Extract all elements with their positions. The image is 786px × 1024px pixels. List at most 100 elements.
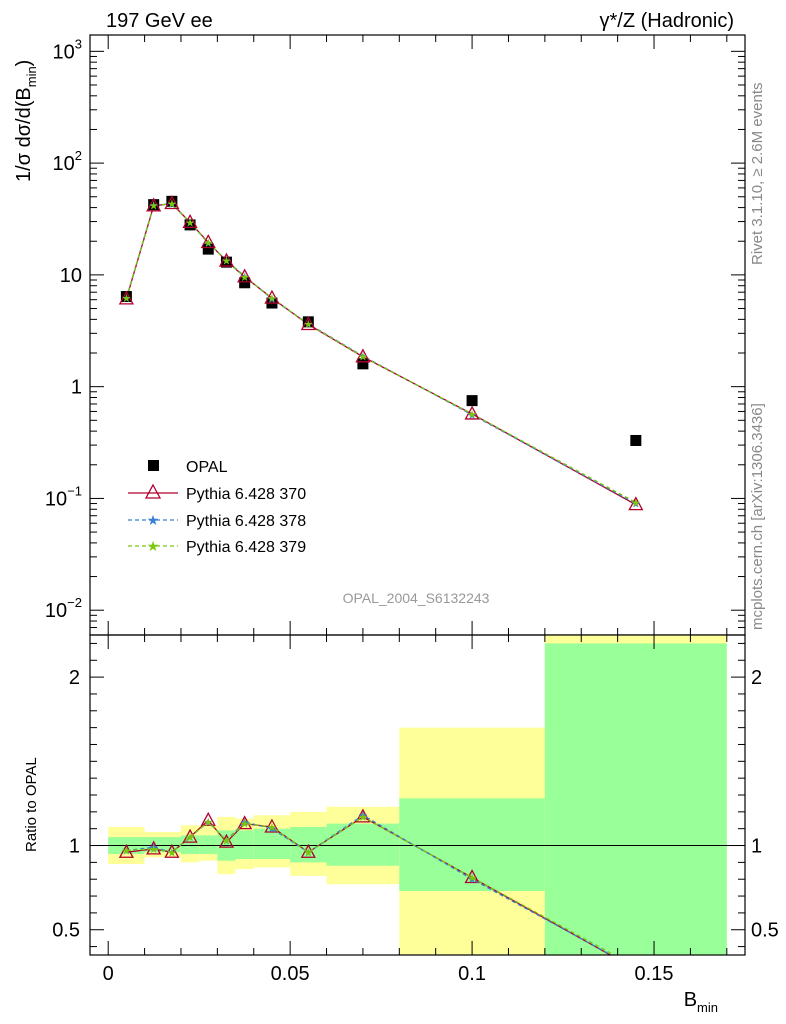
main-marker-2-10: ★ [467, 409, 477, 421]
main-marker-1-9: ★ [358, 351, 368, 363]
main-ytick-exp-0: −2 [67, 595, 82, 610]
legend-label-378: Pythia 6.428 378 [186, 513, 306, 530]
band-inner-9 [399, 798, 545, 891]
main-ytick-label-0: 10−2 [45, 595, 82, 622]
main-marker-0-4 [200, 234, 216, 249]
ratio-ytick-label-left-2: 2 [69, 667, 80, 689]
ratio-marker-2-4: ★ [203, 817, 213, 829]
ratio-marker-2-3: ★ [185, 832, 195, 844]
xtick-label-3: 0.15 [635, 963, 674, 985]
x-label-main: B [684, 989, 697, 1011]
main-y-label-main: 1/σ dσ/d(B [13, 87, 35, 182]
ratio-marker-0-0 [118, 843, 134, 858]
legend-label-379: Pythia 6.428 379 [186, 539, 306, 556]
ratio-y-ticks: 0.5 0.5 1 1 2 2 [52, 642, 779, 948]
xtick-label-0: 0 [103, 963, 114, 985]
data-point-8 [302, 316, 314, 328]
mcplots-label: mcplots.cern.ch [arXiv:1306.3436] [749, 403, 766, 630]
main-marker-0-11 [628, 496, 644, 511]
data-point-1 [148, 199, 160, 211]
main-marker-1-7: ★ [267, 294, 277, 306]
main-ytick-base-0: 10 [45, 600, 67, 622]
main-ytick-label-1: 10−1 [45, 483, 82, 510]
ratio-ytick-label-right-1: 1 [751, 836, 762, 858]
x-label-sub: min [697, 1000, 718, 1015]
main-ytick-exp-4: 2 [75, 148, 82, 163]
ratio-y-label: Ratio to OPAL [23, 757, 40, 852]
ratio-marker-1-0: ★ [121, 846, 131, 858]
legend-marker-379: ★ [147, 538, 160, 554]
ratio-marker-2-5: ★ [222, 835, 232, 847]
band-inner-6 [253, 828, 291, 859]
data-point-3 [184, 219, 196, 231]
right-title: γ*/Z (Hadronic) [600, 10, 734, 32]
ratio-marker-1-3: ★ [185, 832, 195, 844]
ratio-ytick-label-right-2: 2 [751, 667, 762, 689]
xtick-label-2: 0.1 [458, 963, 486, 985]
main-marker-1-8: ★ [303, 319, 313, 331]
main-ytick-base-4: 10 [53, 153, 75, 175]
main-line-2 [125, 203, 637, 504]
band-inner-5 [235, 830, 254, 859]
main-y-label-sub: min [24, 66, 39, 87]
main-ytick-label-4: 102 [53, 148, 82, 175]
ratio-marker-2-2: ★ [167, 847, 177, 859]
main-marker-2-3: ★ [185, 218, 195, 230]
legend-marker-378: ★ [147, 512, 160, 528]
main-marker-2-2: ★ [167, 199, 177, 211]
band-inner-3 [199, 835, 218, 854]
ratio-marker-0-8 [300, 843, 316, 858]
xtick-label-1: 0.05 [271, 963, 310, 985]
ratio-marker-0-10 [464, 869, 480, 884]
main-marker-2-0: ★ [121, 293, 131, 305]
main-ytick-exp-1: −1 [67, 483, 82, 498]
main-ytick-exp-5: 3 [75, 36, 82, 51]
main-marker-1-6: ★ [240, 271, 250, 283]
main-y-label-end: ) [13, 60, 35, 67]
ratio-line-2 [126, 816, 616, 955]
analysis-id: OPAL_2004_S6132243 [343, 590, 490, 606]
main-marker-2-7: ★ [267, 293, 277, 305]
main-ytick-label-5: 103 [53, 36, 82, 63]
data-point-10 [466, 395, 478, 407]
ratio-marker-2-0: ★ [121, 846, 131, 858]
ratio-marker-2-1: ★ [149, 844, 159, 856]
band-inner-8 [326, 823, 400, 866]
legend-marker-370 [144, 483, 162, 499]
ratio-marker-2-6: ★ [240, 819, 250, 831]
ratio-marker-1-4: ★ [203, 817, 213, 829]
ratio-marker-0-9 [355, 808, 371, 823]
ratio-ytick-label-right-0: 0.5 [751, 920, 779, 942]
main-marker-2-9: ★ [358, 352, 368, 364]
data-point-4 [202, 243, 214, 255]
x-ticks: 0 0.05 0.1 0.15 [103, 35, 728, 985]
ratio-marker-1-5: ★ [222, 835, 232, 847]
main-marker-1-11: ★ [631, 499, 641, 511]
main-marker-1-2: ★ [167, 199, 177, 211]
main-marker-0-7 [264, 289, 280, 304]
data-point-0 [120, 291, 132, 303]
ratio-marker-1-8: ★ [303, 847, 313, 859]
main-marker-0-2 [164, 195, 180, 210]
main-y-label: 1/σ dσ/d(Bmin) [13, 60, 39, 182]
data-point-6 [239, 277, 251, 289]
data-point-11 [630, 434, 642, 446]
main-marker-2-11: ★ [631, 497, 641, 509]
main-ytick-base-3: 10 [60, 265, 82, 287]
main-ytick-base-5: 10 [53, 41, 75, 63]
main-marker-0-3 [182, 214, 198, 229]
main-marker-2-1: ★ [149, 200, 159, 212]
main-marker-0-9 [355, 348, 371, 363]
ratio-marker-1-2: ★ [167, 847, 177, 859]
ratio-ytick-label-left-0: 0.5 [52, 920, 80, 942]
data-point-5 [220, 256, 232, 268]
ratio-marker-0-4 [200, 811, 216, 826]
main-marker-1-10: ★ [467, 410, 477, 422]
main-marker-1-3: ★ [185, 218, 195, 230]
ratio-marker-2-7: ★ [267, 822, 277, 834]
ratio-marker-2-8: ★ [303, 847, 313, 859]
main-marker-1-5: ★ [222, 255, 232, 267]
legend-label-opal: OPAL [186, 459, 228, 476]
